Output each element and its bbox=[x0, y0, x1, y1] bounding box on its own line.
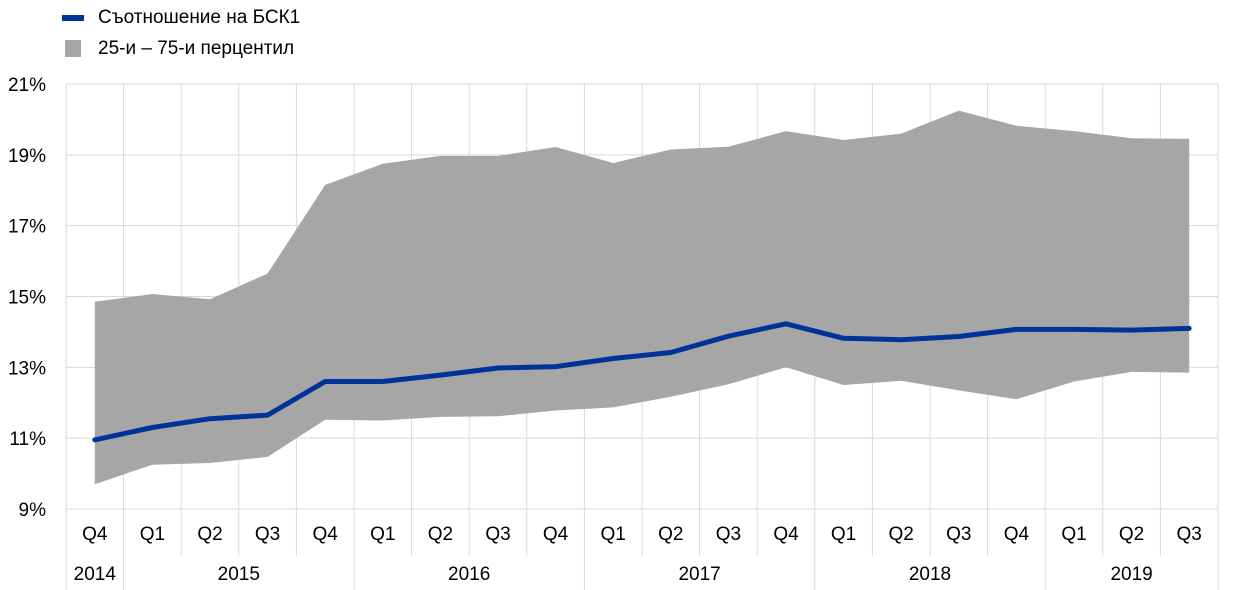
x-tick-label-quarter: Q1 bbox=[831, 524, 856, 545]
percentile-band bbox=[94, 110, 1190, 485]
x-tick-label-quarter: Q3 bbox=[1177, 524, 1202, 545]
legend-item-percentile: 25-и – 75-и перцентил bbox=[62, 33, 300, 64]
x-tick-label-quarter: Q2 bbox=[658, 524, 683, 545]
x-tick-label-year: 2016 bbox=[448, 564, 490, 585]
x-tick-label-year: 2018 bbox=[909, 564, 951, 585]
x-tick-label-quarter: Q3 bbox=[485, 524, 510, 545]
x-tick-label-year: 2014 bbox=[74, 564, 117, 585]
x-tick-label-quarter: Q2 bbox=[889, 524, 914, 545]
x-tick-label-quarter: Q1 bbox=[601, 524, 626, 545]
y-tick-label: 13% bbox=[8, 358, 46, 379]
x-tick-label-quarter: Q2 bbox=[428, 524, 453, 545]
x-tick-label-quarter: Q4 bbox=[82, 524, 108, 545]
y-tick-label: 9% bbox=[19, 500, 47, 521]
chart-legend: Съотношение на БСК1 25-и – 75-и перценти… bbox=[62, 2, 300, 64]
x-tick-label-quarter: Q1 bbox=[370, 524, 395, 545]
legend-swatch-line bbox=[62, 14, 84, 21]
x-tick-label-quarter: Q3 bbox=[255, 524, 280, 545]
x-tick-label-quarter: Q4 bbox=[773, 524, 799, 545]
x-tick-label-year: 2015 bbox=[218, 564, 260, 585]
x-tick-label-quarter: Q3 bbox=[946, 524, 971, 545]
x-tick-label-quarter: Q4 bbox=[543, 524, 569, 545]
y-tick-label: 21% bbox=[8, 75, 46, 96]
x-tick-label-quarter: Q4 bbox=[313, 524, 339, 545]
x-tick-label-quarter: Q1 bbox=[1061, 524, 1086, 545]
x-tick-label-quarter: Q4 bbox=[1004, 524, 1030, 545]
series-line-ratio bbox=[92, 321, 1192, 443]
y-tick-label: 11% bbox=[9, 429, 46, 450]
y-tick-label: 15% bbox=[8, 288, 46, 309]
legend-item-ratio: Съотношение на БСК1 bbox=[62, 2, 300, 33]
y-tick-label: 17% bbox=[8, 217, 46, 238]
x-tick-label-quarter: Q1 bbox=[140, 524, 165, 545]
y-tick-label: 19% bbox=[8, 146, 46, 167]
x-tick-label-quarter: Q2 bbox=[1119, 524, 1144, 545]
x-tick-label-year: 2019 bbox=[1110, 564, 1152, 585]
x-tick-label-year: 2017 bbox=[678, 564, 720, 585]
legend-swatch-area bbox=[65, 40, 81, 57]
x-tick-label-quarter: Q3 bbox=[716, 524, 741, 545]
x-tick-label-quarter: Q2 bbox=[197, 524, 222, 545]
legend-label-percentile: 25-и – 75-и перцентил bbox=[98, 37, 295, 59]
legend-label-ratio: Съотношение на БСК1 bbox=[98, 6, 301, 28]
